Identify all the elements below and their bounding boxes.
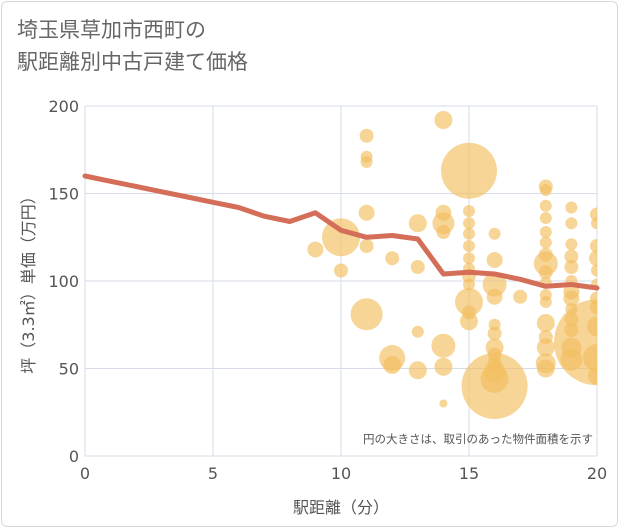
bubble-point <box>434 111 453 129</box>
bubble-point <box>460 312 478 331</box>
bubble-point <box>358 204 375 221</box>
bubble-point <box>564 260 579 274</box>
bubble-point <box>513 289 528 304</box>
bubble-point <box>463 205 475 217</box>
y-tick-label: 150 <box>48 185 79 204</box>
x-tick-label: 5 <box>208 464 218 483</box>
bubble-point <box>487 326 502 341</box>
bubble-point <box>538 265 553 280</box>
bubble-point <box>360 156 373 168</box>
bubble-point <box>463 252 475 265</box>
chart-title-line-2: 駅距離別中古戸建て価格 <box>17 50 248 74</box>
bubble-point <box>588 366 597 385</box>
bubble-point <box>539 212 552 224</box>
y-tick-label: 100 <box>48 272 79 291</box>
bubble-point <box>539 226 552 238</box>
bubble-point <box>482 272 507 297</box>
bubble-point <box>590 239 597 253</box>
y-axis-label: 坪（3.3㎡）単価（万円） <box>19 188 38 373</box>
x-tick-label: 20 <box>587 464 607 483</box>
bubble-point <box>359 128 374 143</box>
bubble-point <box>431 333 456 358</box>
bubble-point <box>455 288 483 316</box>
y-tick-label: 200 <box>48 97 79 116</box>
bubble-point <box>488 227 501 240</box>
bubble-point <box>383 356 402 374</box>
bubble-point <box>436 225 451 239</box>
bubble-point <box>539 199 552 212</box>
bubble-point <box>583 344 597 372</box>
y-tick-label: 0 <box>69 447 79 466</box>
bubble-point <box>463 217 475 230</box>
average-line-series <box>82 173 600 291</box>
chart-title-line-1: 埼玉県草加市西町の <box>17 18 206 42</box>
bubble-point <box>486 288 503 305</box>
x-tick-label: 0 <box>80 464 90 483</box>
bubble-point <box>565 217 578 230</box>
bubble-point <box>334 263 348 278</box>
bubble-point <box>486 252 503 268</box>
bubble-point <box>408 214 427 233</box>
bubble-point <box>536 314 555 332</box>
bubble-point <box>441 142 497 199</box>
bubble-point <box>539 236 552 249</box>
bubble-point <box>408 361 427 380</box>
bubble-point <box>359 239 374 253</box>
bubble-point <box>434 357 453 376</box>
bubble-size-note: 円の大きさは、取引のあった物件面積を示す <box>363 432 593 446</box>
bubble-point <box>589 250 597 267</box>
bubble-point <box>536 359 555 378</box>
bubble-point <box>439 399 448 408</box>
bubble-point <box>539 184 552 196</box>
y-tick-label: 50 <box>59 360 79 379</box>
bubble-point <box>350 298 383 331</box>
bubble-point <box>461 353 528 419</box>
bubble-point <box>322 218 360 257</box>
bubble-point <box>385 251 400 266</box>
bubble-point <box>591 264 597 277</box>
bubble-point <box>565 238 578 251</box>
bubble-point <box>463 227 475 240</box>
bubble-point <box>411 325 424 338</box>
bubble-point <box>463 240 475 252</box>
bubble-point <box>591 217 597 230</box>
bubble-point <box>410 260 425 274</box>
bubble-point <box>307 241 324 258</box>
x-tick-label: 10 <box>331 464 351 483</box>
x-tick-label: 15 <box>459 464 479 483</box>
average-price-line <box>82 173 600 291</box>
bubble-point <box>463 278 475 291</box>
bubble-point <box>539 296 552 308</box>
bubble-point <box>565 201 578 214</box>
bubble-point <box>564 249 579 264</box>
chart-title: 埼玉県草加市西町の 駅距離別中古戸建て価格 <box>17 14 248 78</box>
bubble-point <box>563 290 580 307</box>
x-axis-label: 駅距離（分） <box>293 498 389 517</box>
bubble-point <box>536 338 555 357</box>
